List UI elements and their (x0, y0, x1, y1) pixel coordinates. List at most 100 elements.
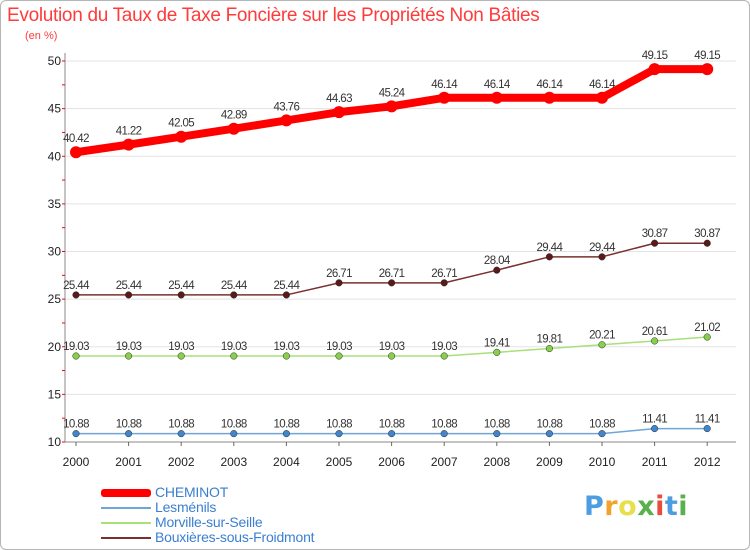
data-point (122, 138, 135, 151)
data-point (651, 337, 659, 345)
data-point (335, 352, 343, 360)
data-point (545, 345, 553, 353)
data-point (125, 352, 133, 360)
data-label: 10.88 (274, 419, 300, 431)
data-label: 43.76 (274, 101, 300, 113)
data-point (598, 341, 606, 349)
series-0 (70, 63, 714, 159)
x-tick-label: 2009 (536, 455, 563, 469)
data-point (490, 91, 503, 104)
data-label: 25.44 (168, 280, 195, 292)
x-tick-label: 2004 (273, 455, 300, 469)
data-point (125, 430, 133, 438)
legend-label: CHEMINOT (155, 484, 229, 500)
data-point (282, 352, 290, 360)
data-point (648, 63, 661, 76)
data-point (177, 291, 185, 299)
series-lines (70, 63, 714, 438)
data-point (651, 239, 659, 247)
data-point (70, 146, 82, 159)
legend-swatch (101, 522, 151, 524)
legend-label: Bouxières-sous-Froidmont (155, 529, 315, 545)
x-tick-label: 2006 (378, 455, 405, 469)
logo-letter: x (637, 491, 656, 522)
chart-title: Evolution du Taux de Taxe Foncière sur l… (7, 5, 540, 26)
data-label: 25.44 (221, 280, 248, 292)
data-label: 21.02 (694, 322, 720, 334)
data-label: 26.71 (379, 268, 405, 280)
data-point (598, 430, 606, 438)
data-label: 26.71 (431, 268, 457, 280)
data-point (335, 279, 343, 287)
data-point (438, 91, 451, 104)
data-point (72, 352, 80, 360)
legend-label: Lesménils (155, 499, 217, 515)
y-tick-label: 25 (48, 292, 62, 306)
y-tick-label: 10 (48, 435, 62, 449)
data-label: 41.22 (116, 126, 142, 138)
x-tick-label: 2008 (483, 455, 510, 469)
data-label: 40.42 (63, 133, 89, 145)
x-tick-label: 2012 (694, 455, 721, 469)
proxiti-logo: Proxiti (584, 491, 688, 522)
legend-swatch (101, 507, 151, 509)
data-label: 10.88 (589, 419, 615, 431)
data-label: 10.88 (484, 419, 510, 431)
data-label: 46.14 (431, 79, 458, 91)
data-point (703, 425, 711, 433)
data-point (493, 266, 501, 274)
data-label: 20.21 (589, 330, 615, 342)
data-label: 19.03 (274, 341, 300, 353)
data-label: 42.05 (168, 118, 194, 130)
axes: 10 15 20 25 30 35 40 45 50 2000 2001 2002 2003 2004 20… (48, 53, 736, 469)
data-label: 46.14 (484, 79, 511, 91)
data-label: 29.44 (537, 242, 564, 254)
data-label: 25.44 (274, 280, 301, 292)
data-point (701, 63, 714, 76)
logo-letter: r (604, 491, 619, 522)
data-label: 25.44 (63, 280, 90, 292)
series-2 (72, 333, 711, 360)
data-point (388, 430, 396, 438)
data-point (177, 352, 185, 360)
x-tick-label: 2003 (220, 455, 247, 469)
data-point (440, 352, 448, 360)
y-unit-label: (en %) (25, 30, 58, 42)
data-label: 11.41 (695, 414, 720, 426)
x-tick-label: 2011 (642, 455, 668, 469)
data-point (596, 91, 608, 104)
data-point (388, 352, 396, 360)
data-label: 10.88 (379, 419, 405, 431)
data-label: 19.41 (484, 337, 510, 349)
data-label: 30.87 (642, 228, 668, 240)
data-point (543, 91, 556, 104)
data-point (282, 291, 290, 299)
data-point (703, 333, 711, 341)
data-label: 49.15 (642, 50, 668, 62)
logo-letter: P (584, 491, 605, 522)
legend-swatch (101, 537, 151, 539)
data-point (227, 122, 240, 135)
data-label: 46.14 (589, 79, 616, 91)
x-tick-label: 2000 (63, 455, 90, 469)
data-point (385, 100, 398, 113)
data-label: 26.71 (326, 268, 352, 280)
data-point (175, 130, 188, 143)
data-point (72, 430, 80, 438)
logo-letter: o (618, 491, 638, 522)
data-point (598, 253, 606, 261)
y-tick-label: 50 (48, 54, 62, 68)
data-point (493, 430, 501, 438)
x-tick-label: 2001 (115, 455, 142, 469)
logo-letter: i (678, 491, 689, 522)
logo-letter: t (664, 491, 679, 522)
data-label: 10.88 (116, 419, 142, 431)
data-point (493, 348, 501, 356)
data-point (72, 291, 80, 299)
data-point (333, 106, 345, 119)
data-label: 10.88 (537, 419, 563, 431)
data-label: 10.88 (63, 419, 89, 431)
data-point (125, 291, 133, 299)
data-point (388, 279, 396, 287)
